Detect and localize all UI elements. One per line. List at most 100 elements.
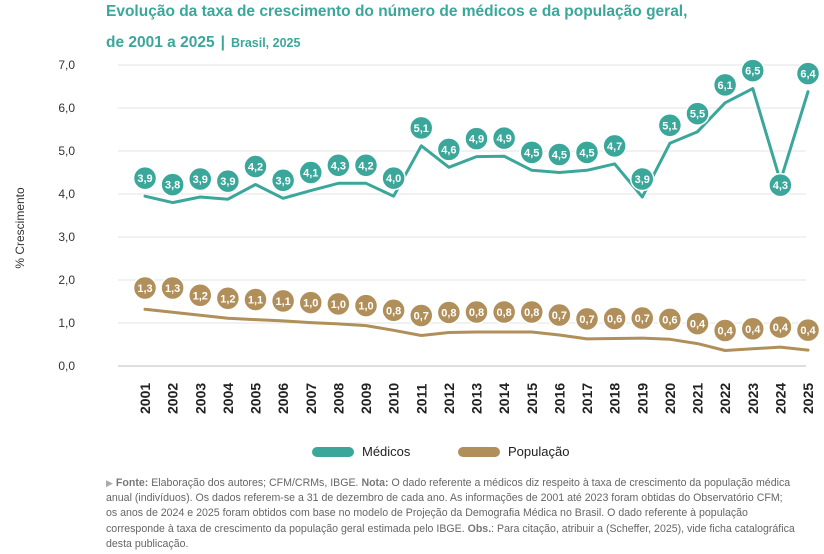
data-marker-medicos [547,142,572,167]
data-label-populacao: 1,2 [220,293,235,305]
data-marker-medicos [243,154,268,179]
series-line-medicos [143,87,810,205]
data-label-populacao: 0,8 [386,305,401,317]
x-tick-label: 2002 [165,383,181,414]
data-marker-populacao [740,316,765,342]
data-marker-medicos [436,137,462,162]
x-tick-label: 2005 [248,383,264,414]
chart-title-line2: de 2001 a 2025 | Brasil, 2025 [106,34,300,52]
obs-label: Obs. [467,522,492,535]
data-marker-medicos [519,140,544,165]
data-label-medicos: 4,3 [773,180,788,192]
data-label-medicos: 4,2 [358,160,373,172]
data-label-medicos: 6,4 [800,69,816,81]
data-label-populacao: 1,3 [165,283,180,295]
data-label-medicos: 5,1 [414,123,429,135]
data-label-populacao: 0,8 [496,307,511,319]
data-label-populacao: 0,6 [607,313,622,325]
legend-item-medicos: Médicos [312,444,410,459]
chart-title-line1: Evolução da taxa de crescimento do númer… [106,3,688,20]
data-marker-medicos [740,58,765,83]
data-label-medicos: 4,7 [607,141,622,153]
data-label-populacao: 0,4 [745,324,761,336]
legend-label-medicos: Médicos [362,444,411,459]
x-tick-label: 2004 [220,383,236,414]
data-marker-populacao [381,298,406,323]
data-label-populacao: 0,7 [552,310,567,322]
x-tick-label: 2006 [275,383,291,414]
x-tick-label: 2023 [745,383,761,414]
data-marker-medicos [657,113,683,138]
data-marker-populacao [712,318,738,343]
data-marker-medicos [298,160,323,185]
data-label-medicos: 5,1 [662,120,677,132]
data-label-medicos: 4,5 [579,147,594,159]
data-label-medicos: 4,0 [386,173,401,185]
data-label-populacao: 1,2 [193,290,208,302]
data-label-medicos: 4,6 [441,144,456,156]
data-marker-populacao [630,305,655,331]
data-marker-populacao [574,306,600,332]
y-tick-label: 0,0 [58,359,75,373]
data-marker-medicos [574,140,600,165]
data-label-populacao: 0,4 [690,319,706,331]
x-tick-label: 2020 [662,383,678,414]
data-marker-medicos [326,153,351,178]
data-marker-medicos [712,72,738,98]
data-label-populacao: 0,8 [524,307,539,319]
legend-item-populacao: População [458,444,569,459]
data-marker-populacao [795,317,821,343]
data-marker-populacao [436,300,462,325]
x-tick-label: 2009 [358,383,374,414]
data-label-medicos: 3,9 [220,176,235,188]
series-line-populacao [143,307,810,352]
data-marker-populacao [353,293,379,318]
y-tick-label: 1,0 [58,316,75,330]
nota-text: O dado referente a médicos diz respeito … [106,477,791,535]
data-marker-populacao [270,288,296,314]
data-label-medicos: 4,1 [303,168,318,180]
data-label-medicos: 6,1 [717,80,732,92]
data-marker-medicos [795,61,821,86]
data-label-medicos: 4,3 [331,160,346,172]
data-label-populacao: 0,8 [441,307,456,319]
data-label-populacao: 0,8 [469,307,484,319]
data-marker-medicos [270,168,296,193]
data-label-medicos: 3,9 [275,175,290,187]
legend-label-populacao: População [508,444,570,459]
data-marker-medicos [381,165,406,191]
data-marker-medicos [768,172,793,198]
data-label-populacao: 1,0 [358,301,373,313]
data-label-populacao: 0,4 [800,325,816,337]
data-marker-medicos [188,166,213,192]
data-marker-populacao [243,287,268,312]
x-tick-label: 2024 [772,383,788,414]
chart-subtitle: Brasil, 2025 [230,36,301,50]
x-tick-label: 2012 [441,383,457,414]
data-marker-populacao [160,275,185,301]
data-marker-medicos [464,126,489,151]
x-tick-label: 2001 [137,383,153,414]
legend-swatch-populacao [458,446,500,457]
data-marker-medicos [602,133,627,159]
x-tick-label: 2003 [192,383,208,414]
x-tick-label: 2008 [330,383,346,414]
data-marker-medicos [353,153,379,178]
data-marker-populacao [464,299,489,325]
data-marker-medicos [685,101,710,126]
data-label-populacao: 1,0 [303,298,318,310]
x-tick-label: 2021 [690,383,706,414]
data-marker-medicos [132,165,158,191]
data-label-medicos: 3,9 [137,173,152,185]
x-tick-label: 2017 [579,383,595,414]
x-tick-label: 2010 [386,383,402,414]
legend-swatch-medicos [312,446,354,457]
x-tick-label: 2007 [303,383,319,414]
y-axis-label: % Crescimento [13,187,27,269]
data-marker-populacao [491,299,517,325]
data-marker-populacao [602,306,627,331]
data-marker-medicos [630,166,655,192]
data-label-populacao: 0,7 [635,313,650,325]
data-label-medicos: 4,9 [469,134,484,146]
title-separator: | [220,34,225,51]
